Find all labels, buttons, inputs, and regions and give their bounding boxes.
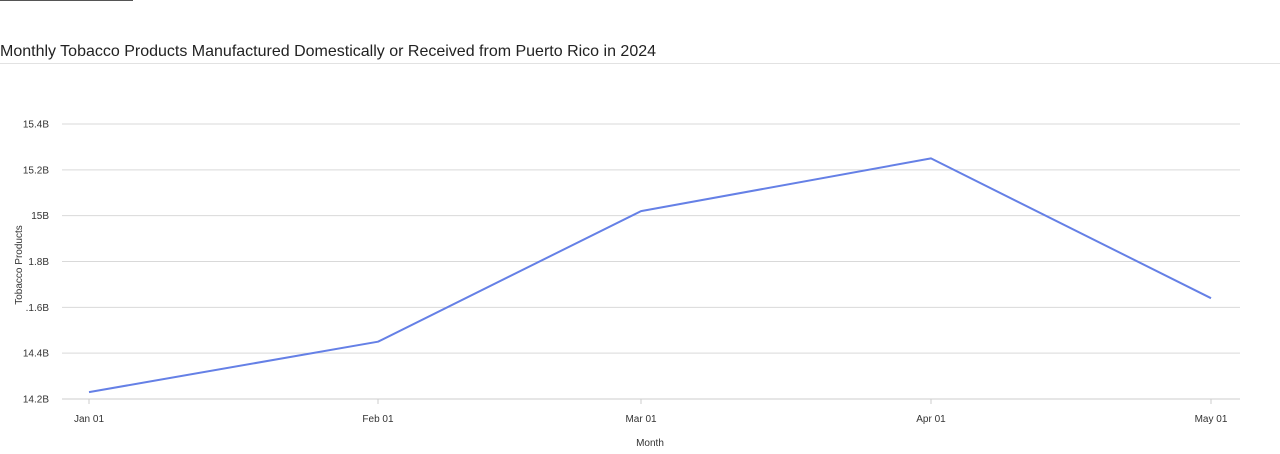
y-tick-label: 1.8B <box>28 257 49 268</box>
y-tick-label: 15.4B <box>23 120 49 131</box>
y-tick-label: 15B <box>31 211 49 222</box>
y-tick-label: 14.4B <box>23 349 49 360</box>
chart-title: Monthly Tobacco Products Manufactured Do… <box>0 43 657 60</box>
x-tick-label: Feb 01 <box>362 414 394 425</box>
active-tab-indicator <box>0 0 133 1</box>
y-tick-label: .1.6B <box>26 303 50 314</box>
y-axis-title: Tobacco Products <box>14 225 25 305</box>
axes <box>62 398 1240 404</box>
y-tick-label: 14.2B <box>23 395 49 406</box>
y-tick-labels: 15.4B 15.2B 15B 1.8B .1.6B 14.4B 14.2B <box>23 120 49 406</box>
y-tick-label: 15.2B <box>23 165 49 176</box>
x-tick-label: Apr 01 <box>916 414 946 425</box>
series <box>88 157 1212 394</box>
x-tick-label: Mar 01 <box>625 414 657 425</box>
grid-lines <box>62 123 1240 400</box>
x-tick-label: May 01 <box>1195 414 1228 425</box>
title-divider <box>0 63 1280 64</box>
x-axis-title: Month <box>636 438 664 449</box>
x-tick-label: Jan 01 <box>74 414 104 425</box>
x-tick-labels: Jan 01 Feb 01 Mar 01 Apr 01 May 01 <box>74 414 1228 425</box>
series-line <box>88 157 1212 394</box>
